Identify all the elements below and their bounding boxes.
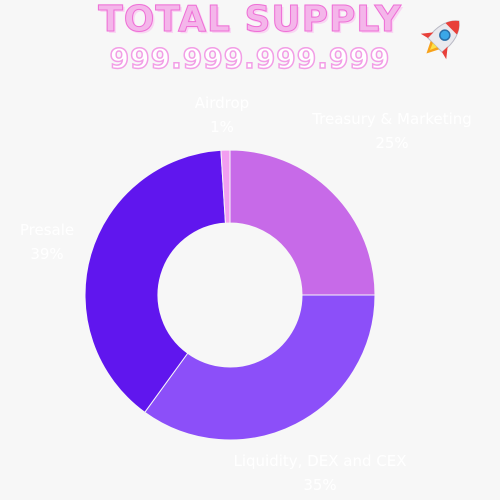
- slice-percent-label: 39%: [30, 245, 63, 263]
- slice-percent-label: 35%: [303, 476, 336, 494]
- slice-label: Airdrop: [195, 94, 249, 112]
- donut-slice-liquidity-dex-and-cex: [144, 294, 376, 441]
- header: TOTAL SUPPLY 999.999.999.999: [0, 0, 500, 80]
- donut-slice-presale: [84, 149, 227, 414]
- donut-slice-airdrop: [220, 149, 231, 224]
- total-supply-value: 999.999.999.999: [109, 41, 391, 76]
- slice-percent-label: 25%: [375, 134, 408, 152]
- slice-label: Presale: [20, 221, 74, 239]
- donut-slice-treasury-marketing: [229, 149, 376, 296]
- slice-percent-label: 1%: [210, 118, 234, 136]
- page-title: TOTAL SUPPLY: [98, 0, 402, 40]
- rocket-icon: [420, 20, 460, 60]
- slice-label: Liquidity, DEX and CEX: [234, 452, 407, 470]
- slice-label: Treasury & Marketing: [311, 110, 472, 128]
